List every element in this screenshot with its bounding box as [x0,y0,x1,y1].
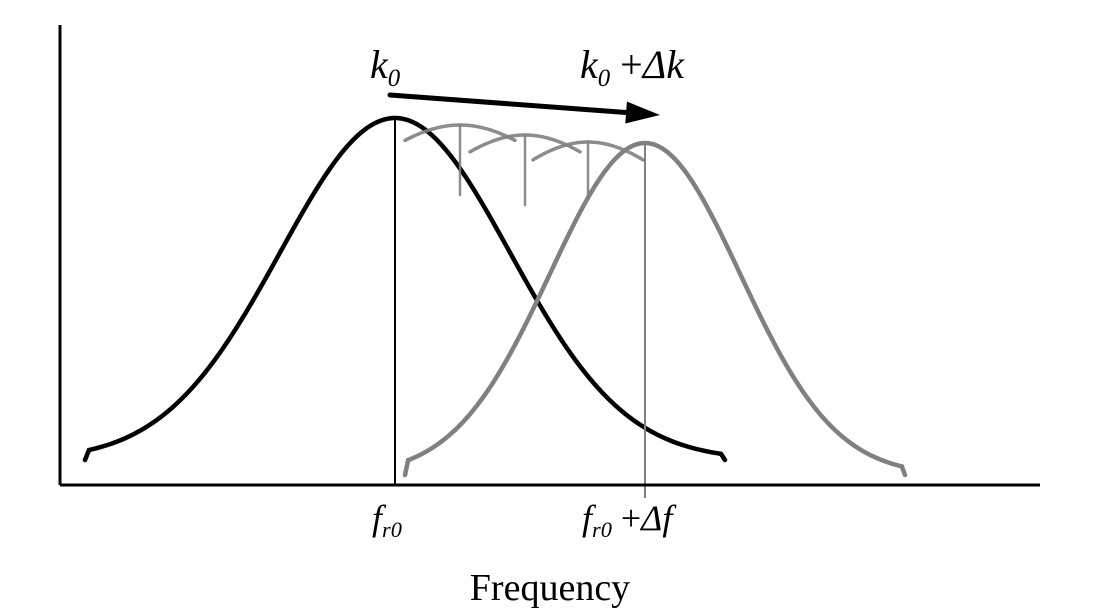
label-k0-plus-dk: k0 +Δk [580,42,685,92]
resonance-shift-diagram: k0k0 +Δkfr0fr0 +ΔfFrequency [0,0,1113,615]
background [0,0,1113,615]
x-axis-label: Frequency [470,567,630,609]
